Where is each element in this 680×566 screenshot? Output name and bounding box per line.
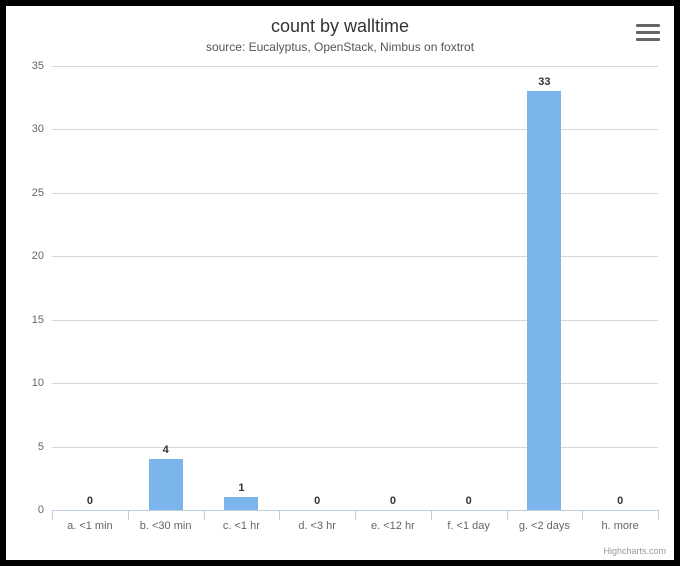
x-axis-category-label: f. <1 day [431,510,507,533]
x-axis-tick [658,510,659,520]
x-axis-category-label: h. more [582,510,658,533]
category-column: 1c. <1 hr [204,66,280,510]
bar-value-label: 0 [355,495,431,507]
bar[interactable] [224,497,258,510]
y-axis-tick-label: 15 [32,314,52,326]
y-axis-tick-label: 30 [32,123,52,135]
x-axis-category-label: c. <1 hr [204,510,280,533]
category-column: 0e. <12 hr [355,66,431,510]
bar-value-label: 0 [431,495,507,507]
bar-value-label: 4 [128,444,204,456]
x-axis-category-label: b. <30 min [128,510,204,533]
x-axis-category-label: g. <2 days [507,510,583,533]
category-column: 0f. <1 day [431,66,507,510]
category-column: 0a. <1 min [52,66,128,510]
x-axis-category-label: a. <1 min [52,510,128,533]
category-column: 33g. <2 days [507,66,583,510]
bar-value-label: 0 [582,495,658,507]
y-axis-tick-label: 35 [32,60,52,72]
chart-title: count by walltime [6,16,674,37]
category-column: 4b. <30 min [128,66,204,510]
chart-subtitle: source: Eucalyptus, OpenStack, Nimbus on… [6,40,674,54]
y-axis-tick-label: 5 [38,441,52,453]
chart-frame: count by walltime source: Eucalyptus, Op… [0,0,680,566]
y-axis-tick-label: 10 [32,377,52,389]
bar-value-label: 0 [279,495,355,507]
bar[interactable] [149,459,183,510]
chart-container: count by walltime source: Eucalyptus, Op… [6,6,674,560]
y-axis-tick-label: 0 [38,504,52,516]
category-column: 0h. more [582,66,658,510]
credits-link[interactable]: Highcharts.com [603,546,666,556]
bar[interactable] [527,91,561,510]
bar-value-label: 1 [204,482,280,494]
y-axis-tick-label: 20 [32,250,52,262]
bar-value-label: 33 [507,76,583,88]
category-column: 0d. <3 hr [279,66,355,510]
x-axis-category-label: d. <3 hr [279,510,355,533]
x-axis-category-label: e. <12 hr [355,510,431,533]
plot-area: 051015202530350a. <1 min4b. <30 min1c. <… [52,66,658,510]
bar-value-label: 0 [52,495,128,507]
y-axis-tick-label: 25 [32,187,52,199]
chart-menu-button[interactable] [636,20,660,42]
